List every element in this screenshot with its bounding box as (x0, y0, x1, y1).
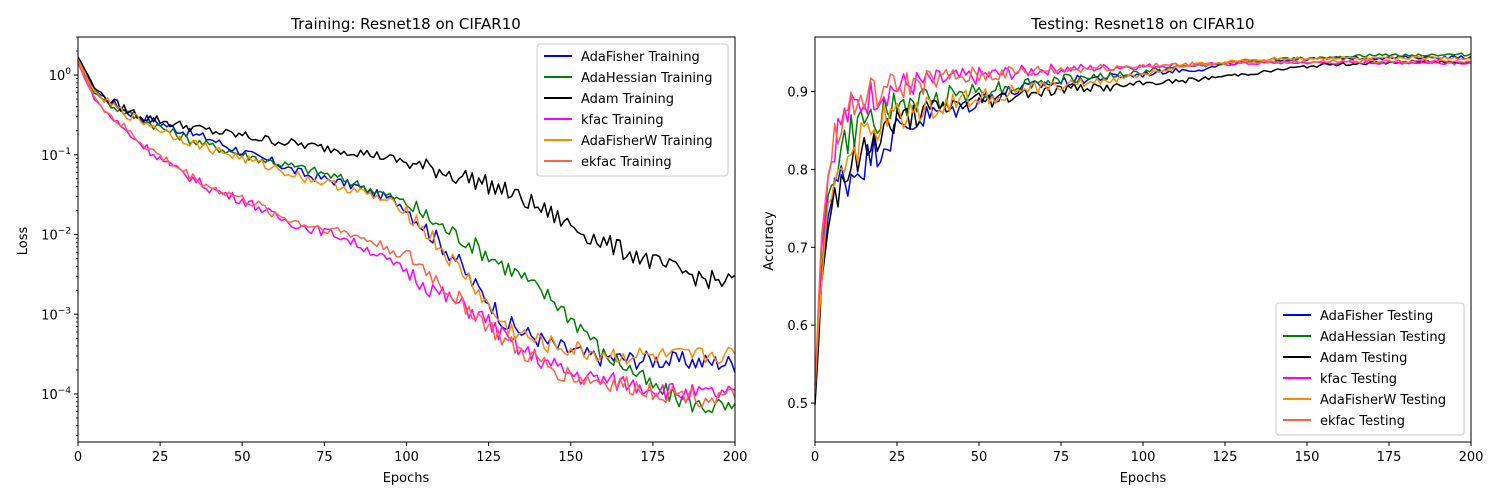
y-tick-exponent: −4 (58, 386, 72, 396)
chart-title: Training: Resnet18 on CIFAR10 (290, 15, 521, 33)
training-loss-chart: Training: Resnet18 on CIFAR10 Epochs Los… (16, 15, 747, 486)
y-axis-label: Accuracy (762, 211, 777, 271)
y-tick-base: 10 (41, 149, 58, 164)
legend-label: kfac Testing (1320, 372, 1397, 387)
y-tick-label: 10−4 (41, 386, 71, 403)
x-tick-label: 50 (234, 450, 251, 465)
legend-label: AdaHessian Testing (1320, 330, 1446, 345)
x-tick-label: 100 (394, 450, 419, 465)
series-line-5 (814, 58, 1472, 394)
legend-box (536, 43, 729, 177)
x-tick-label: 100 (1131, 450, 1156, 465)
x-tick-label: 175 (640, 450, 665, 465)
y-tick-exponent: −1 (58, 147, 71, 157)
series-line-2 (77, 56, 736, 290)
x-tick-label: 175 (1377, 450, 1402, 465)
plot-lines (77, 56, 736, 414)
x-tick-label: 50 (971, 450, 988, 465)
x-tick-label: 25 (889, 450, 906, 465)
x-tick-label: 200 (723, 450, 748, 465)
legend-label: AdaFisher Testing (1320, 309, 1433, 324)
y-tick-label: 10−2 (41, 227, 71, 244)
x-tick-label: 0 (74, 450, 82, 465)
x-tick-label: 150 (558, 450, 583, 465)
legend-label: AdaFisherW Testing (1320, 393, 1446, 408)
x-tick-label: 150 (1295, 450, 1320, 465)
axes-frame (77, 36, 736, 443)
legend: AdaFisher Training AdaHessian Training Ada… (536, 43, 729, 177)
x-tick-label: 125 (476, 450, 501, 465)
y-tick-label: 10−3 (41, 306, 71, 323)
y-tick-label: 0.9 (787, 86, 808, 101)
y-tick-label: 0.8 (787, 163, 808, 178)
x-tick-label: 75 (316, 450, 333, 465)
legend-label: kfac Training (581, 113, 664, 128)
y-tick-label: 0.6 (787, 319, 808, 334)
legend: AdaFisher Testing AdaHessian Testing Adam … (1275, 302, 1465, 436)
y-tick-base: 10 (41, 229, 58, 244)
y-tick-exponent: 0 (65, 67, 71, 77)
legend-label: Adam Training (581, 92, 674, 107)
series-line-5 (77, 62, 736, 408)
axes-frame (814, 36, 1472, 443)
legend-label: AdaFisher Training (581, 50, 700, 65)
y-axis-label: Loss (16, 227, 31, 256)
x-axis-label: Epochs (383, 471, 430, 486)
plot-lines (814, 52, 1472, 405)
y-tick-base: 10 (41, 388, 58, 403)
x-tick-label: 75 (1053, 450, 1070, 465)
y-tick-exponent: −2 (58, 227, 71, 237)
chart-title: Testing: Resnet18 on CIFAR10 (1030, 15, 1254, 33)
legend-label: Adam Testing (1320, 351, 1407, 366)
series-line-3 (77, 62, 736, 401)
legend-label: ekfac Testing (1320, 414, 1405, 429)
series-line-4 (814, 55, 1472, 390)
x-axis-label: Epochs (1120, 471, 1167, 486)
y-tick-base: 10 (49, 69, 66, 84)
y-tick-label: 0.7 (787, 241, 808, 256)
legend-label: ekfac Training (581, 155, 672, 170)
x-tick-label: 0 (811, 450, 819, 465)
y-tick-exponent: −3 (58, 306, 71, 316)
legend-label: AdaFisherW Training (581, 134, 713, 149)
y-tick-label: 10−1 (41, 147, 71, 164)
testing-accuracy-chart: Testing: Resnet18 on CIFAR10 Epochs Accu… (762, 15, 1483, 486)
axis-ticks: 0 25 50 75 100 125 150 175 200 0.5 0.6 0.7 0.8 0.9 (787, 86, 1483, 465)
x-tick-label: 200 (1459, 450, 1484, 465)
y-tick-label: 0.5 (787, 397, 808, 412)
series-line-4 (77, 59, 736, 365)
legend-box (1275, 302, 1465, 436)
series-line-3 (814, 60, 1472, 386)
axis-ticks: 0 25 50 75 100 125 150 175 20010−410−310−210−110… (41, 36, 748, 465)
y-tick-base: 10 (41, 308, 58, 323)
x-tick-label: 125 (1213, 450, 1238, 465)
x-tick-label: 25 (152, 450, 169, 465)
legend-label: AdaHessian Training (581, 71, 712, 86)
y-tick-label: 100 (49, 67, 72, 84)
